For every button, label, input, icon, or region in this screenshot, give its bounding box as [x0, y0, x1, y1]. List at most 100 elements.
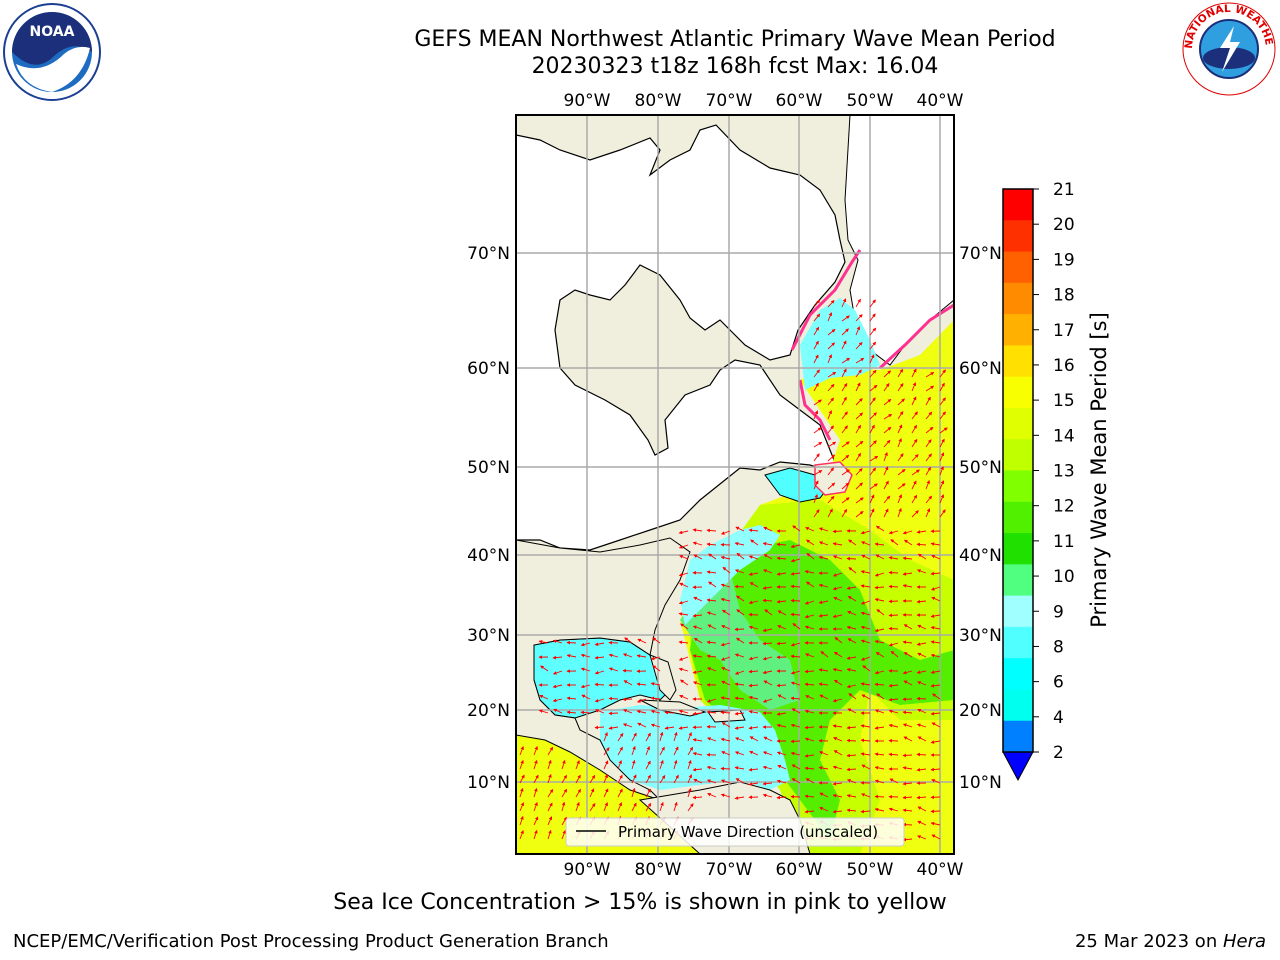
wave-arrow [636, 709, 647, 714]
wave-arrow [888, 752, 899, 757]
lat-label: 10°N [959, 773, 1002, 793]
wave-arrow [776, 556, 787, 561]
wave-arrow [519, 815, 524, 826]
wave-arrow [721, 667, 731, 672]
wave-arrow [930, 653, 941, 658]
wave-arrow [804, 570, 815, 574]
wave-arrow [841, 382, 848, 392]
wave-arrow [939, 397, 946, 406]
wave-arrow [706, 640, 717, 645]
wave-arrow [519, 759, 524, 770]
colorbar-segment [1003, 282, 1033, 315]
wave-arrow [804, 600, 815, 605]
sea-ice-edge-labrador [790, 249, 862, 441]
wave-arrow [813, 480, 819, 490]
wave-arrow [790, 642, 801, 647]
wave-arrow [776, 723, 787, 728]
wave-arrow [561, 816, 567, 826]
colorbar-tick-label: 9 [1053, 602, 1064, 622]
wave-arrow [819, 807, 829, 812]
lon-gridlines [586, 115, 941, 854]
wave-arrow [819, 792, 829, 798]
wave-arrow [911, 494, 918, 504]
wave-arrow [875, 652, 885, 658]
wave-arrow [861, 554, 871, 560]
wave-arrow [925, 426, 934, 434]
wave-arrow [902, 795, 913, 800]
wave-arrow [832, 586, 843, 591]
wave-arrow [623, 680, 633, 686]
wave-arrow [734, 670, 745, 675]
wave-arrow [888, 642, 899, 647]
legend-label: Primary Wave Direction (unscaled) [618, 823, 878, 841]
wave-arrow [519, 830, 524, 840]
wave-arrow [748, 528, 759, 533]
wave-arrow [659, 731, 664, 742]
wave-arrow [818, 614, 829, 618]
wave-arrow [706, 570, 717, 574]
wave-arrow [603, 774, 608, 784]
wave-arrow [533, 816, 539, 826]
wave-arrow [706, 611, 717, 616]
wave-arrow [645, 774, 651, 784]
lon-label: 90°W [564, 91, 611, 111]
wave-arrow [776, 683, 787, 688]
wave-arrow [706, 710, 717, 714]
colorbar-segment [1003, 501, 1033, 534]
wave-arrow [925, 439, 932, 448]
wave-arrow [911, 454, 919, 462]
wave-arrow [902, 710, 913, 715]
wave-arrow [874, 585, 885, 590]
wave-arrow [748, 656, 759, 661]
wave-arrow [804, 725, 815, 730]
wave-arrow [883, 439, 891, 448]
wave-arrow [818, 527, 829, 532]
lat-labels-right: 70°N 60°N 50°N 40°N 30°N 20°N 10°N [959, 244, 1002, 793]
wave-arrow [860, 656, 871, 661]
wave-arrow [566, 710, 577, 715]
wave-arrow [673, 746, 679, 756]
wave-arrow [925, 396, 931, 406]
wave-arrow [805, 527, 815, 532]
wave-arrow [925, 385, 935, 392]
wave-arrow [847, 596, 857, 602]
wave-arrow [678, 600, 689, 605]
wave-arrow [897, 383, 904, 392]
wave-arrow [790, 670, 801, 675]
wave-arrow [519, 802, 524, 812]
wave-arrow [903, 539, 913, 546]
colorbar-segment [1003, 314, 1033, 346]
wave-arrow [862, 665, 871, 672]
wave-arrow [832, 667, 843, 672]
wave-arrow [841, 411, 848, 420]
wave-arrow [678, 544, 689, 549]
wave-arrow [883, 398, 892, 406]
wave-arrow [897, 507, 902, 518]
wave-arrow [832, 572, 843, 577]
wave-arrow [580, 642, 591, 647]
wave-arrow [888, 723, 899, 728]
lon-label: 60°W [776, 91, 823, 111]
wave-arrow [931, 596, 941, 602]
wave-arrow [692, 541, 703, 546]
wave-arrow [645, 732, 651, 742]
wave-arrow [917, 820, 927, 826]
wave-arrow [659, 759, 664, 770]
wave-arrow [687, 803, 694, 812]
wave-arrow [931, 554, 941, 560]
wave-arrow [888, 584, 899, 589]
wave-arrow [860, 639, 871, 644]
map-title: GEFS MEAN Northwest Atlantic Primary Wav… [414, 27, 1056, 52]
wave-arrow [734, 653, 745, 658]
wave-arrow [916, 723, 927, 728]
wave-arrow [890, 650, 899, 658]
wave-arrow [846, 668, 857, 672]
wave-arrow [748, 600, 759, 605]
wave-arrow [678, 640, 689, 645]
wave-arrow [916, 599, 927, 604]
colorbar-tick-label: 4 [1053, 708, 1064, 728]
wave-arrow [925, 411, 933, 420]
wave-arrow [692, 751, 703, 756]
wave-arrow [869, 299, 876, 308]
wave-arrow [519, 787, 524, 798]
